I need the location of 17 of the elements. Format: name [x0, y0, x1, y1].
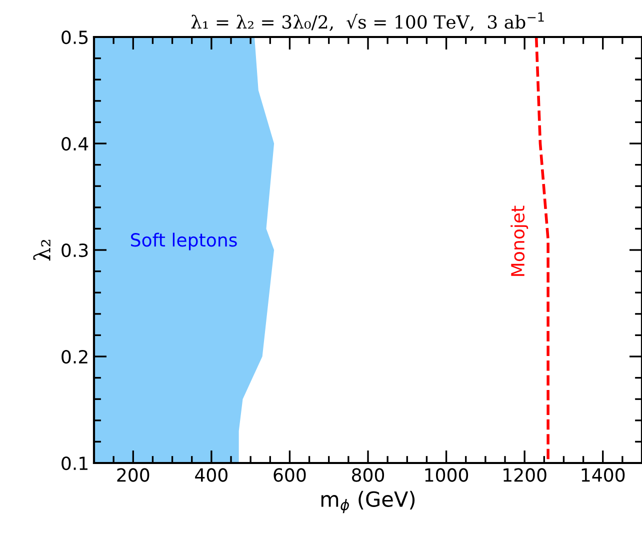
annotation: Monojet [510, 206, 528, 276]
chart-title: λ₁ = λ₂ = 3λ₀/2, √s = 100 TeV, 3 ab$^{−1}$ [191, 12, 544, 32]
x-tick-label: 1400 [582, 468, 625, 482]
annotation: Soft leptons [131, 232, 237, 250]
y-tick-label: 0.4 [62, 136, 88, 151]
y-tick-label: 0.3 [62, 243, 88, 258]
y-tick-label: 0.2 [62, 350, 88, 364]
y-axis-title: λ₂ [33, 240, 50, 261]
x-tick-label: 600 [274, 468, 306, 482]
x-tick-label: 800 [352, 468, 384, 482]
x-tick-label: 200 [117, 468, 150, 482]
y-tick-label: 0.1 [62, 456, 88, 470]
x-tick-label: 400 [195, 468, 228, 482]
x-tick-label: 1200 [504, 468, 546, 482]
y-tick-label: 0.5 [62, 30, 88, 44]
x-tick-label: 1000 [425, 468, 468, 482]
x-axis-title: m$_{ϕ}$ (GeV) [321, 490, 415, 514]
